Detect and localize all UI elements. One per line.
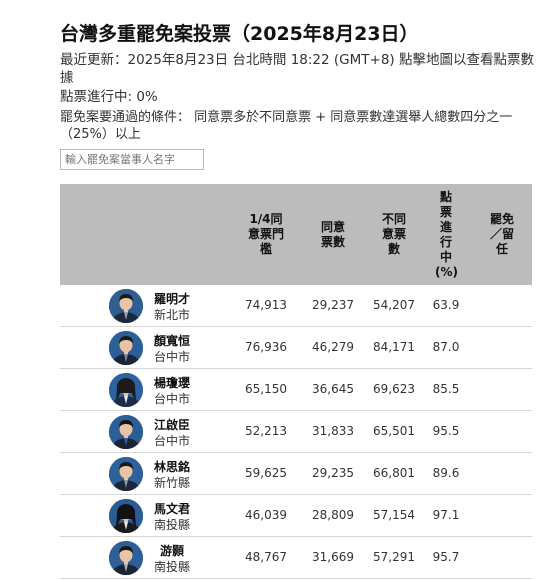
table-row[interactable]: 江啟臣 台中市 52,213 31,833 65,501 95.5 (60, 411, 532, 453)
candidate-city: 新竹縣 (153, 476, 190, 490)
table-row[interactable]: 游顥 南投縣 48,767 31,669 57,291 95.7 (60, 537, 532, 579)
threshold-value: 46,039 (245, 508, 287, 522)
threshold-value: 52,213 (245, 424, 287, 438)
candidate-photo-icon (109, 415, 143, 449)
candidate-avatar (109, 457, 143, 491)
results-table: 1/4同意票門檻 同意票數 不同意票數 點票進行中(%) 罷免／留任 羅明才 新… (60, 184, 532, 579)
candidate-photo-icon (109, 289, 143, 323)
candidate-photo-icon (109, 331, 143, 365)
candidate-name: 江啟臣 (153, 418, 190, 432)
candidate-city: 台中市 (153, 434, 190, 448)
candidate-name: 楊瓊瓔 (153, 376, 190, 390)
counted-percent-value: 95.7 (432, 550, 460, 564)
agree-votes-value: 29,237 (312, 298, 354, 312)
counted-percent-value: 95.5 (432, 424, 460, 438)
candidate-avatar (109, 541, 143, 575)
table-body: 羅明才 新北市 74,913 29,237 54,207 63.9 顏寬恒 台中… (60, 285, 532, 579)
threshold-value: 74,913 (245, 298, 287, 312)
counted-percent-value: 87.0 (432, 340, 460, 354)
recall-condition-text: 罷免案要通過的條件： 同意票多於不同意票 + 同意票數達選舉人總數四分之一（25… (60, 110, 513, 142)
candidate-name: 羅明才 (153, 292, 190, 306)
table-row[interactable]: 顏寬恒 台中市 76,936 46,279 84,171 87.0 (60, 327, 532, 369)
candidate-avatar (109, 373, 143, 407)
agree-votes-value: 46,279 (312, 340, 354, 354)
agree-votes-value: 31,669 (312, 550, 354, 564)
header-counted[interactable]: 點票進行中(%) (435, 189, 458, 279)
table-row[interactable]: 羅明才 新北市 74,913 29,237 54,207 63.9 (60, 285, 532, 327)
header-disagree[interactable]: 不同意票數 (381, 212, 406, 256)
candidate-name: 顏寬恒 (153, 334, 190, 348)
threshold-value: 76,936 (245, 340, 287, 354)
threshold-value: 65,150 (245, 382, 287, 396)
candidate-avatar (109, 415, 143, 449)
agree-votes-value: 28,809 (312, 508, 354, 522)
header-agree[interactable]: 同意票數 (320, 219, 345, 249)
disagree-votes-value: 66,801 (373, 466, 415, 480)
candidate-city: 南投縣 (153, 560, 190, 574)
disagree-votes-value: 69,623 (373, 382, 415, 396)
table-row[interactable]: 馬文君 南投縣 46,039 28,809 57,154 97.1 (60, 495, 532, 537)
candidate-avatar (109, 499, 143, 533)
candidate-search-input[interactable] (60, 149, 204, 170)
candidate-photo-icon (109, 499, 143, 533)
candidate-name: 林思銘 (153, 460, 190, 474)
table-row[interactable]: 林思銘 新竹縣 59,625 29,235 66,801 89.6 (60, 453, 532, 495)
candidate-city: 台中市 (153, 350, 190, 364)
candidate-city: 新北市 (153, 308, 190, 322)
count-progress-text: 點票進行中: 0% (60, 89, 158, 105)
candidate-name: 游顥 (159, 544, 184, 558)
header-result[interactable]: 罷免／留任 (489, 212, 514, 256)
agree-votes-value: 31,833 (312, 424, 354, 438)
counted-percent-value: 63.9 (432, 298, 460, 312)
header-threshold[interactable]: 1/4同意票門檻 (247, 212, 284, 256)
candidate-name: 馬文君 (153, 502, 190, 516)
table-header: 1/4同意票門檻 同意票數 不同意票數 點票進行中(%) 罷免／留任 (60, 184, 532, 285)
disagree-votes-value: 65,501 (373, 424, 415, 438)
counted-percent-value: 89.6 (432, 466, 460, 480)
candidate-avatar (109, 331, 143, 365)
threshold-value: 48,767 (245, 550, 287, 564)
candidate-avatar (109, 289, 143, 323)
agree-votes-value: 36,645 (312, 382, 354, 396)
disagree-votes-value: 57,154 (373, 508, 415, 522)
candidate-photo-icon (109, 457, 143, 491)
page-title: 台灣多重罷免案投票（2025年8月23日） (60, 23, 419, 45)
table-row[interactable]: 楊瓊瓔 台中市 65,150 36,645 69,623 85.5 (60, 369, 532, 411)
disagree-votes-value: 57,291 (373, 550, 415, 564)
threshold-value: 59,625 (245, 466, 287, 480)
agree-votes-value: 29,235 (312, 466, 354, 480)
candidate-city: 台中市 (153, 392, 190, 406)
counted-percent-value: 97.1 (432, 508, 460, 522)
candidate-photo-icon (109, 541, 143, 575)
candidate-photo-icon (109, 373, 143, 407)
counted-percent-value: 85.5 (432, 382, 460, 396)
disagree-votes-value: 54,207 (373, 298, 415, 312)
last-updated-text: 最近更新：2025年8月23日 台北時間 18:22 (GMT+8) 點擊地圖以… (60, 52, 534, 86)
disagree-votes-value: 84,171 (373, 340, 415, 354)
candidate-city: 南投縣 (153, 518, 190, 532)
